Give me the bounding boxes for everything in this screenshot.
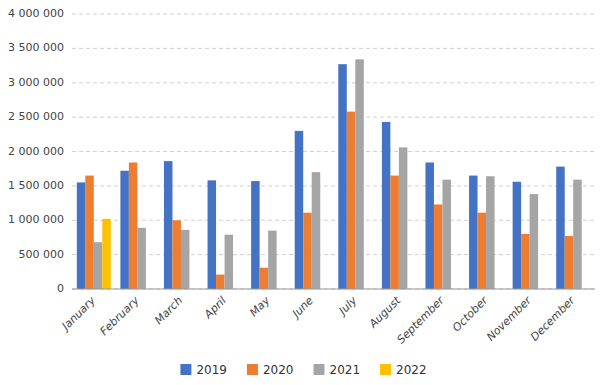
legend-label: 2021 bbox=[330, 363, 361, 377]
grid-line bbox=[72, 48, 595, 49]
y-tick-label: 1 500 000 bbox=[8, 179, 64, 192]
bar bbox=[268, 231, 276, 289]
chart: 0 500 000 1 000 000 1 500 000 2 000 000 2 500… bbox=[0, 0, 607, 385]
legend-item: 2021 bbox=[314, 363, 361, 377]
series bbox=[94, 59, 582, 289]
grid-line bbox=[72, 82, 595, 83]
bar bbox=[225, 235, 233, 289]
y-tick-label: 3 500 000 bbox=[8, 41, 64, 54]
y-tick-label: 2 500 000 bbox=[8, 110, 64, 123]
bar bbox=[469, 176, 477, 289]
legend-swatch bbox=[247, 364, 258, 375]
y-tick-label: 4 000 000 bbox=[8, 7, 64, 20]
grid-line bbox=[72, 151, 595, 152]
bar bbox=[137, 228, 145, 289]
bar bbox=[85, 176, 93, 289]
x-tick-label: June bbox=[288, 294, 316, 322]
y-tick-label: 1 000 000 bbox=[8, 213, 64, 226]
bar bbox=[303, 213, 311, 289]
bars bbox=[77, 59, 582, 289]
bar bbox=[260, 268, 268, 289]
bar bbox=[486, 176, 494, 289]
bar bbox=[521, 234, 529, 289]
bar bbox=[164, 161, 172, 289]
y-tick-label: 0 bbox=[57, 282, 64, 295]
x-tick-label: September bbox=[395, 293, 448, 346]
bar bbox=[172, 220, 180, 289]
bar bbox=[347, 112, 355, 289]
x-tick-label: May bbox=[247, 294, 273, 320]
x-tick-label: March bbox=[152, 294, 185, 327]
series bbox=[102, 219, 110, 289]
bar bbox=[129, 163, 137, 290]
y-tick-label: 2 000 000 bbox=[8, 145, 64, 158]
bar bbox=[295, 131, 303, 289]
y-tick-label: 500 000 bbox=[19, 248, 65, 261]
bar bbox=[102, 219, 110, 289]
grid bbox=[72, 14, 595, 289]
bar bbox=[382, 122, 390, 289]
x-tick-label: November bbox=[484, 293, 535, 344]
bar bbox=[312, 172, 320, 289]
legend-item: 2019 bbox=[180, 363, 227, 377]
series bbox=[77, 64, 565, 289]
grid-line bbox=[72, 289, 595, 290]
legend-swatch bbox=[314, 364, 325, 375]
bar bbox=[94, 242, 102, 289]
legend-label: 2019 bbox=[196, 363, 227, 377]
bar bbox=[251, 181, 259, 289]
bar bbox=[478, 213, 486, 289]
legend: 2019 2020 2021 2022 bbox=[180, 363, 426, 377]
x-tick-label: December bbox=[528, 293, 579, 344]
legend-label: 2020 bbox=[263, 363, 294, 377]
bar bbox=[208, 180, 216, 289]
bar bbox=[120, 171, 128, 289]
bar bbox=[338, 64, 346, 289]
legend-item: 2022 bbox=[380, 363, 427, 377]
bar bbox=[77, 182, 85, 289]
bar bbox=[530, 194, 538, 289]
x-tick-label: July bbox=[335, 294, 360, 319]
legend-swatch bbox=[180, 364, 191, 375]
bar bbox=[216, 275, 224, 289]
bar bbox=[556, 167, 564, 289]
legend-swatch bbox=[380, 364, 391, 375]
series bbox=[85, 112, 573, 289]
x-axis: JanuaryFebruary March April May June JulyAugu… bbox=[58, 293, 579, 346]
bar bbox=[181, 230, 189, 289]
bar bbox=[442, 180, 450, 289]
x-tick-label: October bbox=[450, 293, 491, 334]
x-tick-label: January bbox=[58, 294, 98, 334]
x-tick-label: February bbox=[98, 294, 142, 338]
legend-item: 2020 bbox=[247, 363, 294, 377]
bar bbox=[513, 182, 521, 289]
y-axis: 0 500 000 1 000 000 1 500 000 2 000 000 2 500… bbox=[8, 7, 64, 295]
x-axis-line bbox=[72, 289, 595, 290]
bar bbox=[434, 204, 442, 289]
bar bbox=[573, 180, 581, 289]
bar bbox=[390, 176, 398, 289]
bar bbox=[355, 59, 363, 289]
x-tick-label: April bbox=[201, 294, 229, 322]
grid-line bbox=[72, 14, 595, 15]
bar bbox=[399, 147, 407, 289]
y-tick-label: 3 000 000 bbox=[8, 76, 64, 89]
grid-line bbox=[72, 117, 595, 118]
bar bbox=[565, 236, 573, 289]
bar bbox=[425, 163, 433, 290]
legend-label: 2022 bbox=[396, 363, 427, 377]
x-tick-label: August bbox=[366, 294, 404, 332]
